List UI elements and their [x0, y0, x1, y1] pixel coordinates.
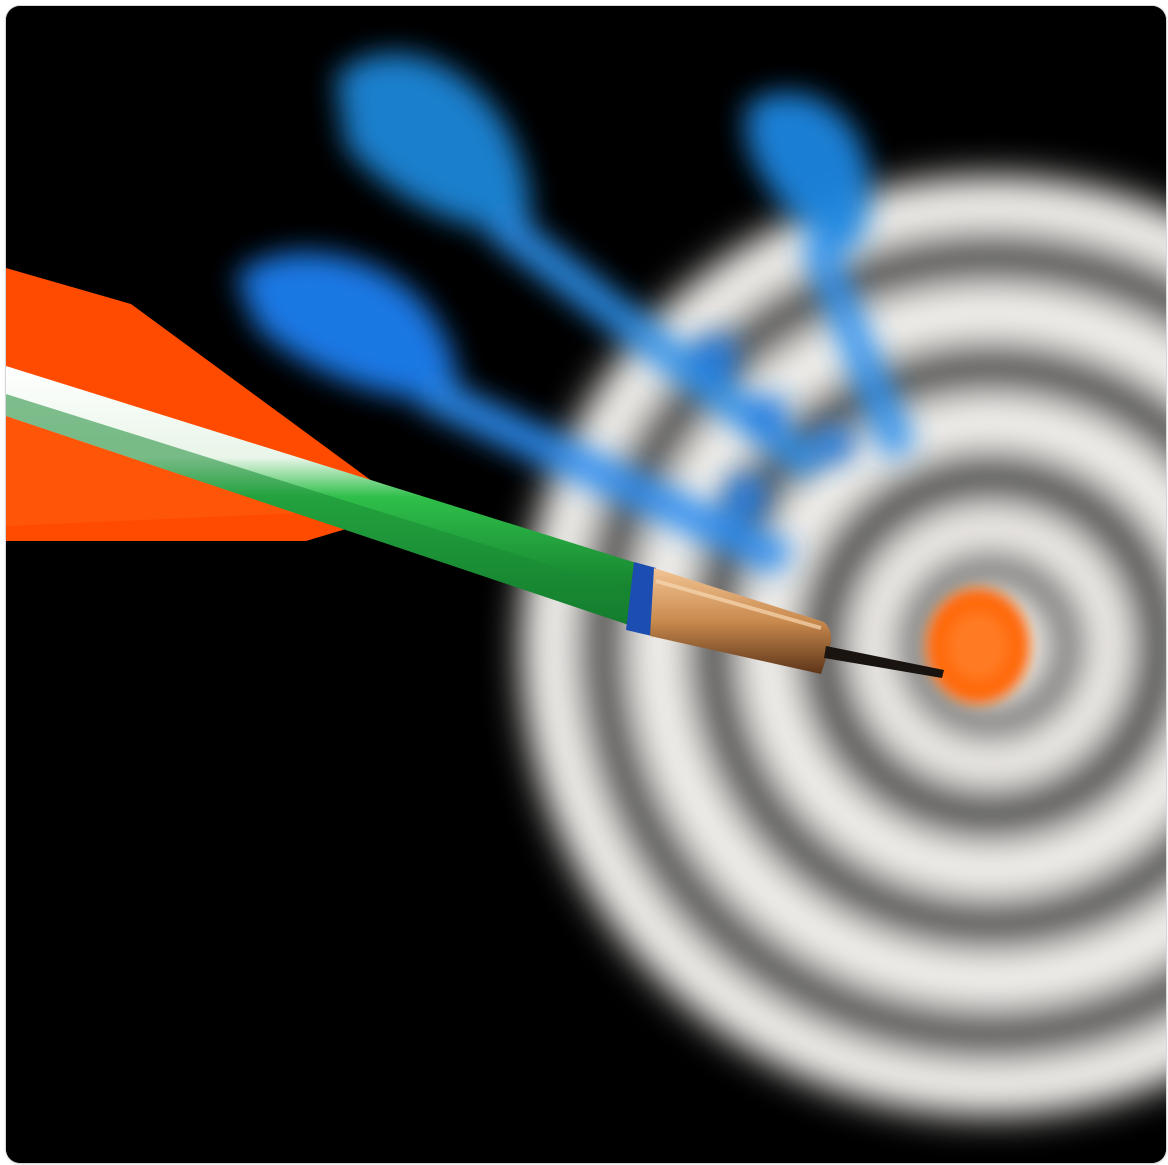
blurred-darts — [236, 53, 916, 576]
dart-target-photo — [6, 6, 1166, 1163]
dart-icon — [6, 268, 944, 678]
target-board — [521, 176, 1166, 1116]
bullseye-icon — [926, 588, 1030, 704]
photo-canvas — [6, 6, 1166, 1163]
